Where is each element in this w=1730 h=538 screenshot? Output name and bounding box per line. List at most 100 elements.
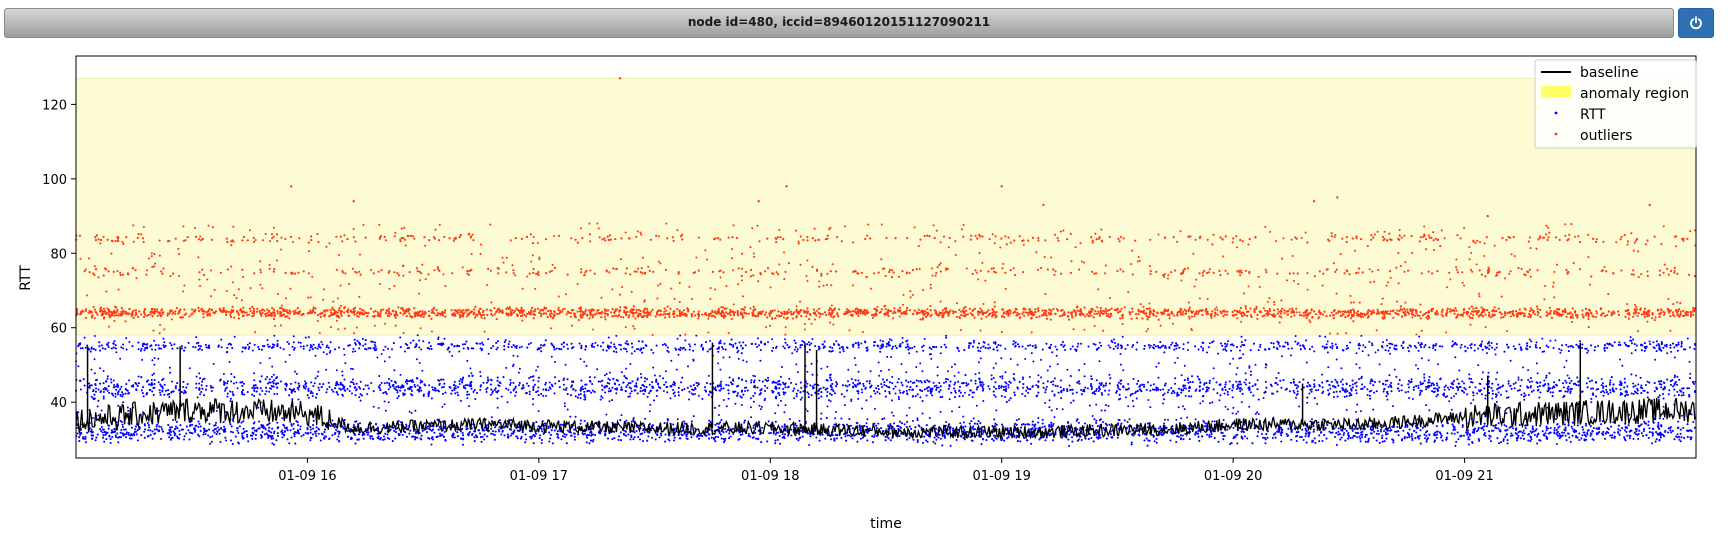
rtt-point xyxy=(1260,432,1264,436)
rtt-point xyxy=(202,431,206,434)
rtt-point xyxy=(613,430,616,433)
rtt-point xyxy=(1187,395,1190,398)
rtt-point xyxy=(1489,440,1493,443)
rtt-point xyxy=(390,379,393,382)
rtt-point xyxy=(1135,348,1138,351)
rtt-point xyxy=(632,438,635,441)
rtt-point xyxy=(1412,386,1415,389)
rtt-point xyxy=(1338,433,1341,436)
rtt-point xyxy=(660,434,663,437)
rtt-point xyxy=(949,444,952,447)
rtt-point xyxy=(1300,436,1303,439)
rtt-point xyxy=(161,430,164,433)
rtt-point xyxy=(1351,386,1354,389)
rtt-point xyxy=(1639,376,1642,379)
rtt-point xyxy=(1563,431,1566,434)
rtt-point xyxy=(371,438,375,441)
rtt-point xyxy=(821,433,824,436)
rtt-point xyxy=(1127,387,1130,390)
rtt-point xyxy=(1678,438,1681,441)
rtt-point xyxy=(430,443,433,446)
rtt-point xyxy=(1078,382,1081,385)
rtt-point xyxy=(749,397,752,400)
rtt-point xyxy=(251,437,254,440)
rtt-point xyxy=(1308,392,1311,395)
rtt-point xyxy=(916,439,919,442)
rtt-point xyxy=(547,427,550,430)
rtt-point xyxy=(191,432,194,435)
rtt-point xyxy=(1183,379,1186,382)
rtt-point xyxy=(1538,384,1541,388)
rtt-point xyxy=(1360,433,1363,437)
rtt-point xyxy=(606,437,610,440)
rtt-point xyxy=(1469,344,1472,347)
rtt-point xyxy=(592,345,596,348)
rtt-point xyxy=(1494,424,1497,427)
rtt-point xyxy=(479,384,483,387)
rtt-point xyxy=(1473,343,1476,347)
rtt-point xyxy=(871,441,875,444)
rtt-point xyxy=(480,440,483,443)
rtt-point xyxy=(1388,346,1391,349)
rtt-point xyxy=(973,428,976,431)
rtt-point xyxy=(1580,437,1583,440)
rtt-point xyxy=(582,433,585,436)
rtt-point xyxy=(1651,442,1654,445)
rtt-point xyxy=(1082,388,1085,391)
rtt-point xyxy=(1095,379,1098,382)
rtt-point xyxy=(1503,350,1506,353)
rtt-point xyxy=(1173,391,1176,394)
rtt-point xyxy=(1643,428,1646,431)
rtt-point xyxy=(1318,440,1321,443)
rtt-point xyxy=(90,428,93,431)
rtt-point xyxy=(1157,376,1160,379)
rtt-point xyxy=(464,343,467,346)
rtt-point xyxy=(1586,429,1589,432)
rtt-point xyxy=(1050,425,1053,428)
rtt-point xyxy=(916,393,919,396)
rtt-point xyxy=(276,392,279,396)
rtt-point xyxy=(639,433,642,436)
power-button[interactable] xyxy=(1678,8,1714,38)
rtt-point xyxy=(436,389,439,392)
rtt-point xyxy=(1635,430,1638,433)
rtt-point xyxy=(613,382,616,385)
rtt-point xyxy=(485,424,489,427)
rtt-point xyxy=(479,342,482,345)
rtt-point xyxy=(100,344,103,347)
rtt-point xyxy=(880,427,883,430)
rtt-point xyxy=(507,436,510,439)
rtt-point xyxy=(259,387,262,390)
rtt-point xyxy=(898,434,901,438)
rtt-point xyxy=(1428,346,1431,349)
rtt-point xyxy=(229,397,232,400)
rtt-point xyxy=(939,389,942,392)
rtt-point xyxy=(1669,426,1672,429)
rtt-point xyxy=(487,379,490,382)
rtt-point xyxy=(710,436,713,439)
rtt-point xyxy=(441,386,444,389)
rtt-point xyxy=(459,437,462,440)
rtt-point xyxy=(1244,428,1247,431)
rtt-point xyxy=(1335,390,1338,393)
rtt-point xyxy=(728,432,731,435)
rtt-point xyxy=(586,389,589,392)
rtt-point xyxy=(1171,432,1174,435)
rtt-point xyxy=(1623,377,1626,380)
rtt-point xyxy=(167,389,170,392)
rtt-point xyxy=(1350,388,1353,391)
rtt-point xyxy=(1224,345,1227,348)
rtt-point xyxy=(197,341,200,344)
rtt-point xyxy=(1095,431,1098,434)
rtt-point xyxy=(522,384,525,387)
rtt-point xyxy=(338,432,341,436)
rtt-point xyxy=(430,429,433,432)
rtt-point xyxy=(704,386,707,389)
rtt-point xyxy=(119,436,122,439)
rtt-point xyxy=(1643,420,1646,423)
rtt-point xyxy=(200,390,203,394)
rtt-point xyxy=(1175,342,1178,345)
rtt-point xyxy=(1558,432,1561,435)
rtt-point xyxy=(1359,440,1362,443)
rtt-point xyxy=(1302,438,1305,441)
